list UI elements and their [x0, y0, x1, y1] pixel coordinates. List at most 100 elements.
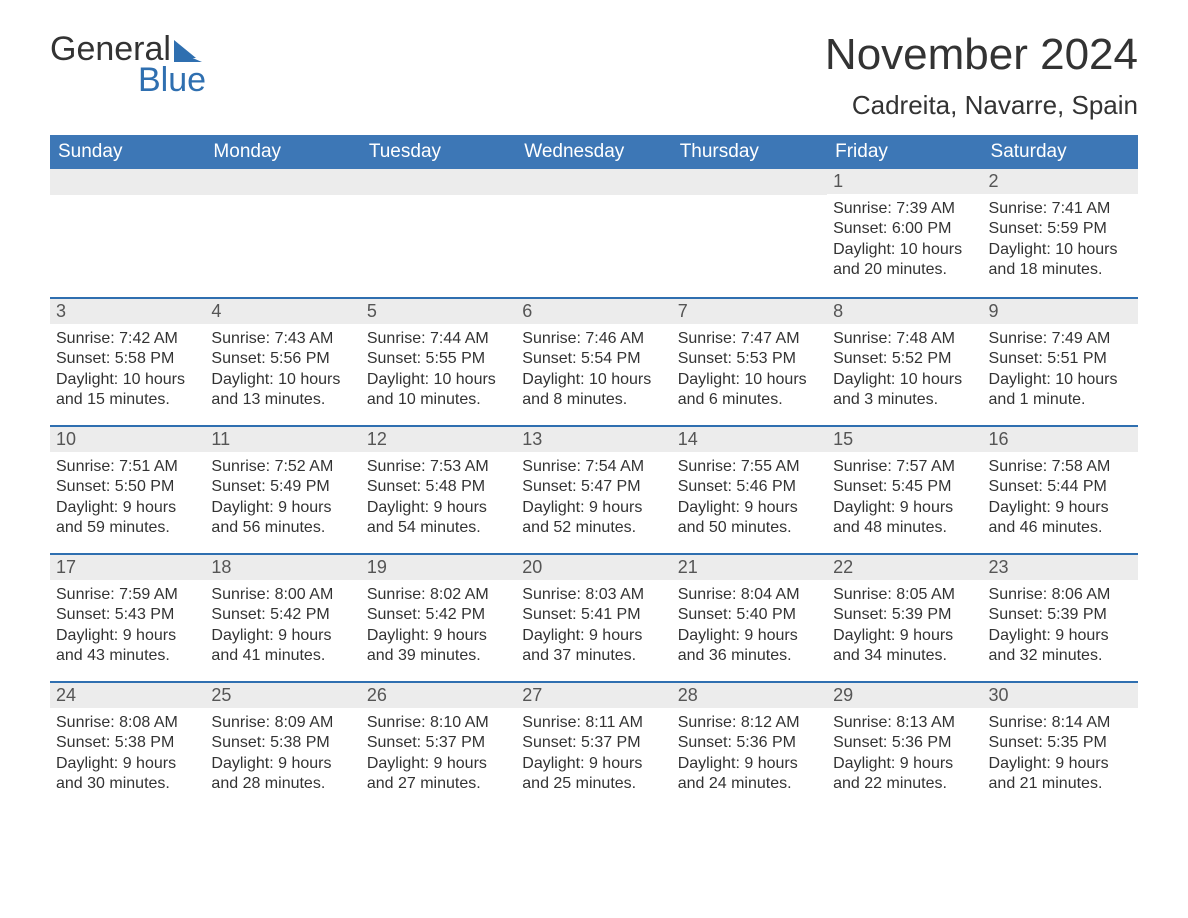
daylight-line: Daylight: 9 hours and 32 minutes.	[989, 626, 1132, 667]
empty-day	[672, 169, 827, 195]
daylight-line: Daylight: 10 hours and 20 minutes.	[833, 240, 976, 281]
day-details: Sunrise: 7:58 AMSunset: 5:44 PMDaylight:…	[983, 452, 1138, 541]
calendar-cell: 21Sunrise: 8:04 AMSunset: 5:40 PMDayligh…	[672, 553, 827, 681]
empty-day	[516, 169, 671, 195]
day-details: Sunrise: 7:46 AMSunset: 5:54 PMDaylight:…	[516, 324, 671, 413]
day-details: Sunrise: 8:11 AMSunset: 5:37 PMDaylight:…	[516, 708, 671, 797]
day-details: Sunrise: 8:14 AMSunset: 5:35 PMDaylight:…	[983, 708, 1138, 797]
day-details: Sunrise: 7:47 AMSunset: 5:53 PMDaylight:…	[672, 324, 827, 413]
sunset-line: Sunset: 5:46 PM	[678, 477, 821, 497]
weekday-header: Wednesday	[516, 135, 671, 169]
sunset-line: Sunset: 5:53 PM	[678, 349, 821, 369]
daylight-line: Daylight: 10 hours and 8 minutes.	[522, 370, 665, 411]
day-number: 2	[983, 169, 1138, 194]
day-number: 29	[827, 681, 982, 708]
sunset-line: Sunset: 5:37 PM	[522, 733, 665, 753]
day-details: Sunrise: 7:48 AMSunset: 5:52 PMDaylight:…	[827, 324, 982, 413]
logo-triangle2-icon	[174, 50, 202, 62]
empty-day	[205, 169, 360, 195]
sunrise-line: Sunrise: 7:41 AM	[989, 199, 1132, 219]
day-details: Sunrise: 7:54 AMSunset: 5:47 PMDaylight:…	[516, 452, 671, 541]
sunrise-line: Sunrise: 8:05 AM	[833, 585, 976, 605]
calendar-cell: 23Sunrise: 8:06 AMSunset: 5:39 PMDayligh…	[983, 553, 1138, 681]
daylight-line: Daylight: 9 hours and 30 minutes.	[56, 754, 199, 795]
day-details: Sunrise: 7:55 AMSunset: 5:46 PMDaylight:…	[672, 452, 827, 541]
day-number: 16	[983, 425, 1138, 452]
sunrise-line: Sunrise: 8:03 AM	[522, 585, 665, 605]
day-number: 8	[827, 297, 982, 324]
sunrise-line: Sunrise: 8:10 AM	[367, 713, 510, 733]
day-number: 23	[983, 553, 1138, 580]
sunset-line: Sunset: 5:41 PM	[522, 605, 665, 625]
sunset-line: Sunset: 5:39 PM	[989, 605, 1132, 625]
sunset-line: Sunset: 5:48 PM	[367, 477, 510, 497]
day-details: Sunrise: 7:42 AMSunset: 5:58 PMDaylight:…	[50, 324, 205, 413]
day-number: 27	[516, 681, 671, 708]
calendar-cell	[361, 169, 516, 297]
calendar-cell: 25Sunrise: 8:09 AMSunset: 5:38 PMDayligh…	[205, 681, 360, 809]
logo-word2: Blue	[138, 61, 206, 100]
logo: General Blue	[50, 30, 206, 100]
calendar-cell: 2 Sunrise: 7:41 AMSunset: 5:59 PMDaylight…	[983, 169, 1138, 297]
daylight-line: Daylight: 9 hours and 50 minutes.	[678, 498, 821, 539]
sunset-line: Sunset: 5:55 PM	[367, 349, 510, 369]
daylight-line: Daylight: 9 hours and 43 minutes.	[56, 626, 199, 667]
daylight-line: Daylight: 10 hours and 18 minutes.	[989, 240, 1132, 281]
day-number: 1	[827, 169, 982, 194]
month-title: November 2024	[825, 30, 1138, 80]
sunset-line: Sunset: 5:36 PM	[678, 733, 821, 753]
day-details: Sunrise: 7:44 AMSunset: 5:55 PMDaylight:…	[361, 324, 516, 413]
daylight-line: Daylight: 10 hours and 13 minutes.	[211, 370, 354, 411]
calendar-cell: 13Sunrise: 7:54 AMSunset: 5:47 PMDayligh…	[516, 425, 671, 553]
daylight-line: Daylight: 9 hours and 39 minutes.	[367, 626, 510, 667]
sunrise-line: Sunrise: 8:06 AM	[989, 585, 1132, 605]
sunset-line: Sunset: 6:00 PM	[833, 219, 976, 239]
day-number: 13	[516, 425, 671, 452]
sunrise-line: Sunrise: 8:12 AM	[678, 713, 821, 733]
calendar-cell: 6Sunrise: 7:46 AMSunset: 5:54 PMDaylight…	[516, 297, 671, 425]
sunset-line: Sunset: 5:35 PM	[989, 733, 1132, 753]
daylight-line: Daylight: 9 hours and 59 minutes.	[56, 498, 199, 539]
calendar-week: 17Sunrise: 7:59 AMSunset: 5:43 PMDayligh…	[50, 553, 1138, 681]
calendar-cell: 28Sunrise: 8:12 AMSunset: 5:36 PMDayligh…	[672, 681, 827, 809]
day-details: Sunrise: 8:10 AMSunset: 5:37 PMDaylight:…	[361, 708, 516, 797]
calendar-cell: 14Sunrise: 7:55 AMSunset: 5:46 PMDayligh…	[672, 425, 827, 553]
day-details: Sunrise: 8:03 AMSunset: 5:41 PMDaylight:…	[516, 580, 671, 669]
sunset-line: Sunset: 5:38 PM	[211, 733, 354, 753]
calendar-cell: 24Sunrise: 8:08 AMSunset: 5:38 PMDayligh…	[50, 681, 205, 809]
day-number: 9	[983, 297, 1138, 324]
daylight-line: Daylight: 9 hours and 41 minutes.	[211, 626, 354, 667]
day-number: 6	[516, 297, 671, 324]
day-details: Sunrise: 8:04 AMSunset: 5:40 PMDaylight:…	[672, 580, 827, 669]
weekday-header: Sunday	[50, 135, 205, 169]
calendar-head: SundayMondayTuesdayWednesdayThursdayFrid…	[50, 135, 1138, 169]
sunrise-line: Sunrise: 7:42 AM	[56, 329, 199, 349]
weekday-header: Friday	[827, 135, 982, 169]
sunset-line: Sunset: 5:44 PM	[989, 477, 1132, 497]
calendar-week: 10Sunrise: 7:51 AMSunset: 5:50 PMDayligh…	[50, 425, 1138, 553]
sunset-line: Sunset: 5:54 PM	[522, 349, 665, 369]
calendar-cell: 4Sunrise: 7:43 AMSunset: 5:56 PMDaylight…	[205, 297, 360, 425]
calendar-week: 1Sunrise: 7:39 AMSunset: 6:00 PMDaylight…	[50, 169, 1138, 297]
day-details: Sunrise: 8:09 AMSunset: 5:38 PMDaylight:…	[205, 708, 360, 797]
calendar-cell: 29Sunrise: 8:13 AMSunset: 5:36 PMDayligh…	[827, 681, 982, 809]
sunset-line: Sunset: 5:49 PM	[211, 477, 354, 497]
empty-day	[361, 169, 516, 195]
daylight-line: Daylight: 10 hours and 1 minute.	[989, 370, 1132, 411]
calendar-week: 3Sunrise: 7:42 AMSunset: 5:58 PMDaylight…	[50, 297, 1138, 425]
calendar-cell: 18Sunrise: 8:00 AMSunset: 5:42 PMDayligh…	[205, 553, 360, 681]
calendar-cell: 16Sunrise: 7:58 AMSunset: 5:44 PMDayligh…	[983, 425, 1138, 553]
title-block: November 2024 Cadreita, Navarre, Spain	[825, 30, 1138, 121]
sunrise-line: Sunrise: 8:08 AM	[56, 713, 199, 733]
sunset-line: Sunset: 5:59 PM	[989, 219, 1132, 239]
day-details: Sunrise: 7:39 AMSunset: 6:00 PMDaylight:…	[827, 194, 982, 283]
day-number: 11	[205, 425, 360, 452]
calendar-week: 24Sunrise: 8:08 AMSunset: 5:38 PMDayligh…	[50, 681, 1138, 809]
day-number: 3	[50, 297, 205, 324]
day-number: 20	[516, 553, 671, 580]
calendar-cell: 5Sunrise: 7:44 AMSunset: 5:55 PMDaylight…	[361, 297, 516, 425]
day-number: 7	[672, 297, 827, 324]
day-details: Sunrise: 8:06 AMSunset: 5:39 PMDaylight:…	[983, 580, 1138, 669]
day-details: Sunrise: 7:52 AMSunset: 5:49 PMDaylight:…	[205, 452, 360, 541]
calendar-cell: 10Sunrise: 7:51 AMSunset: 5:50 PMDayligh…	[50, 425, 205, 553]
